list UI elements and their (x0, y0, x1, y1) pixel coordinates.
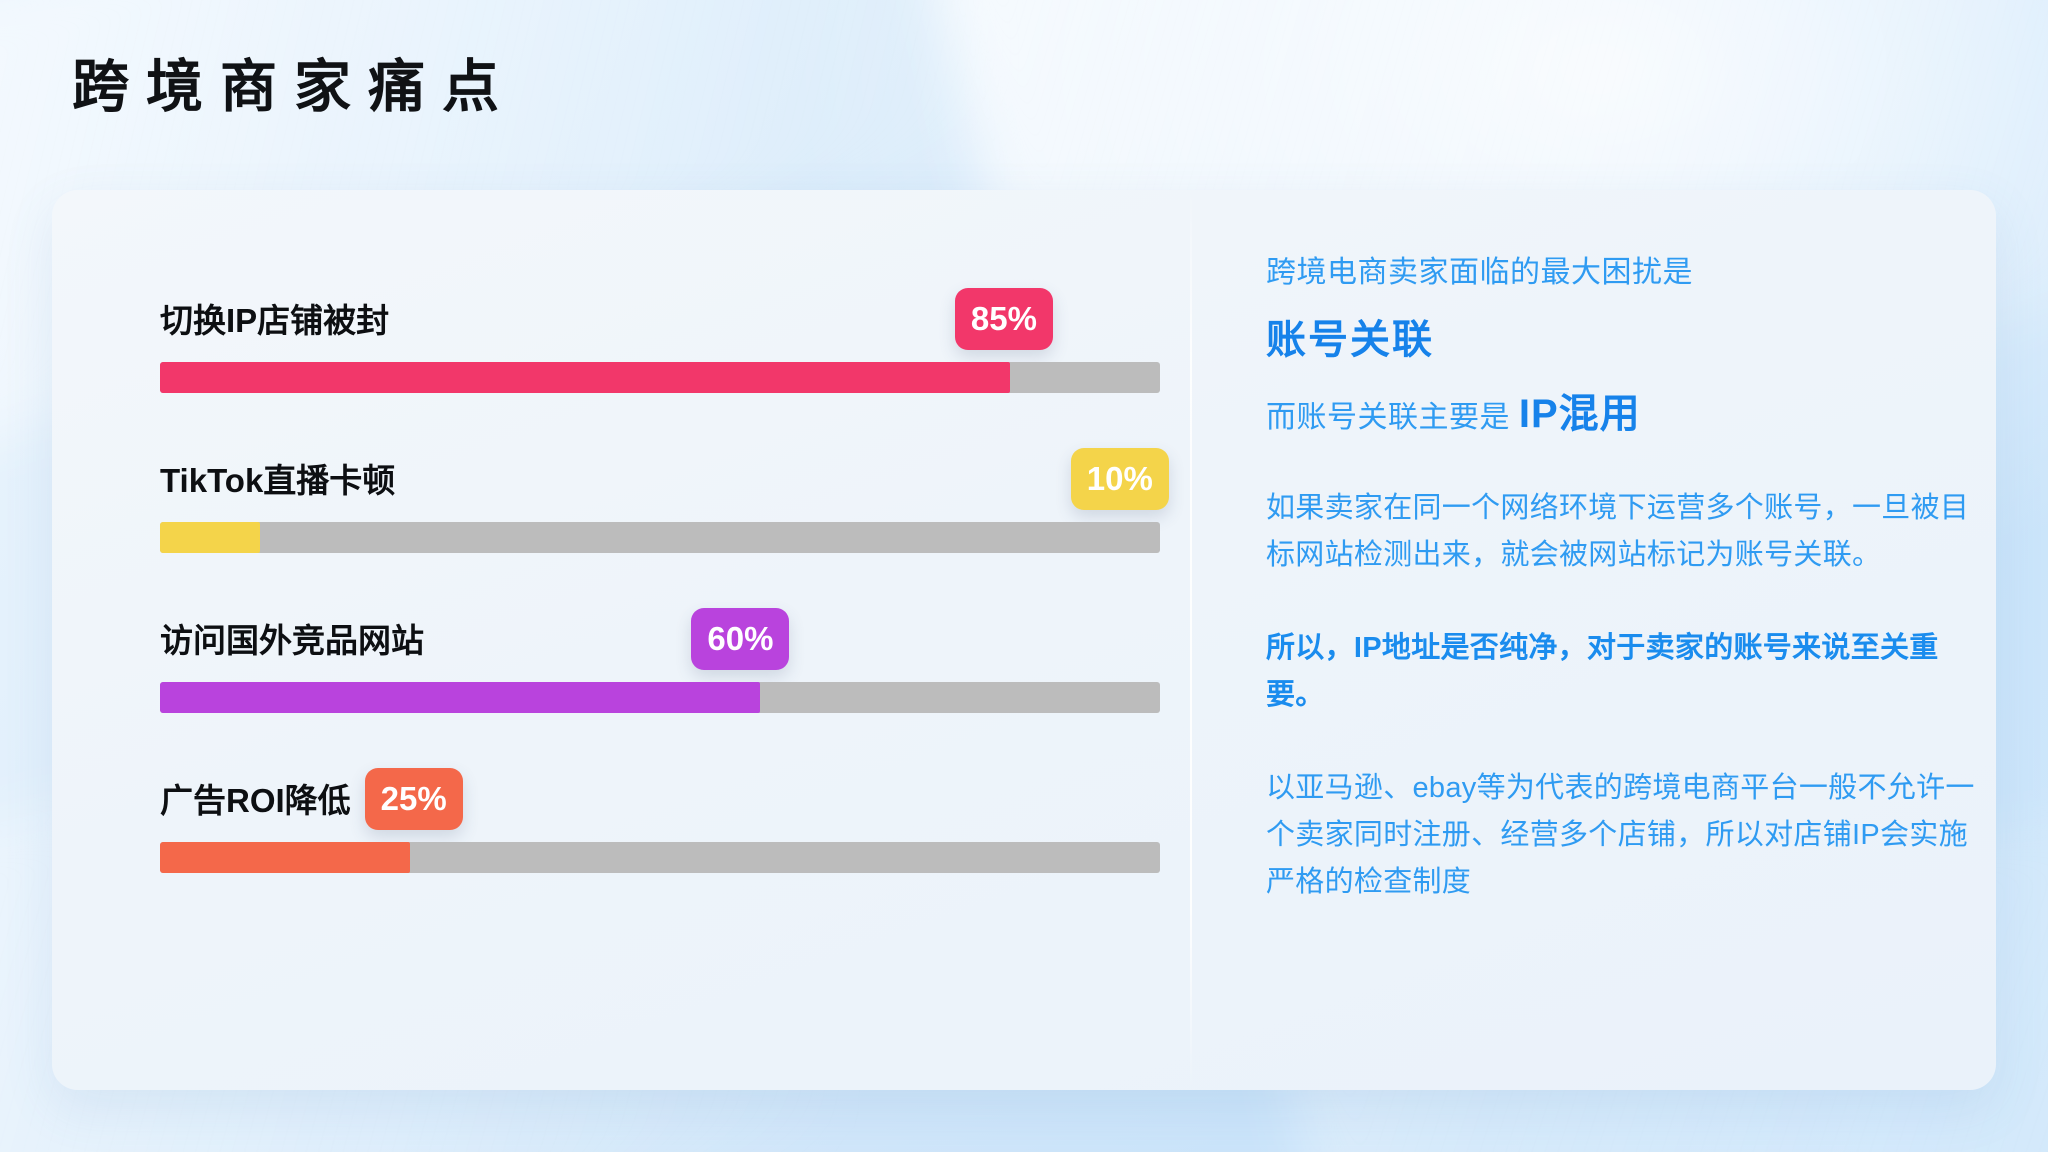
bar-value-badge: 25% (364, 768, 463, 830)
bar-value-badge: 85% (954, 288, 1053, 350)
bar-row: 切换IP店铺被封 85% (108, 266, 1162, 426)
bar-fill (160, 682, 760, 713)
explanation-panel: 跨境电商卖家面临的最大困扰是 账号关联 而账号关联主要是 IP混用 如果卖家在同… (1214, 190, 1996, 1090)
paragraph-platform-policy: 以亚马逊、ebay等为代表的跨境电商平台一般不允许一个卖家同时注册、经营多个店铺… (1266, 771, 1975, 898)
bar-header: 访问国外竞品网站 60% (108, 586, 1162, 678)
bar-value-badge: 10% (1070, 448, 1169, 510)
bar-header: 切换IP店铺被封 85% (108, 266, 1162, 358)
bar-fill (160, 362, 1010, 393)
lead-headline: 账号关联 (1266, 318, 1434, 362)
lead-line-3-prefix: 而账号关联主要是 (1266, 401, 1519, 434)
paragraph-ip-purity: 所以，IP地址是否纯净，对于卖家的账号来说至关重要。 (1266, 631, 1939, 711)
content-card: 切换IP店铺被封 85% TikTok直播卡顿 10% 访问国外竞品网站 (52, 190, 1996, 1090)
bar-value-badge: 60% (691, 608, 790, 670)
bar-label: 广告ROI降低 (160, 782, 351, 819)
bar-label: TikTok直播卡顿 (160, 462, 396, 499)
bar-row: 访问国外竞品网站 60% (108, 586, 1162, 746)
lead-line-3: 而账号关联主要是 IP混用 (1266, 381, 1988, 439)
bar-header: TikTok直播卡顿 10% (108, 426, 1169, 518)
lead-line-3-emphasis: IP混用 (1518, 392, 1641, 436)
bar-label: 访问国外竞品网站 (160, 622, 424, 659)
bar-track (160, 362, 1160, 393)
paragraph-account-association: 如果卖家在同一个网络环境下运营多个账号，一旦被目标网站检测出来，就会被网站标记为… (1266, 492, 1970, 571)
bar-track (160, 842, 1160, 873)
bar-fill (160, 842, 410, 873)
card-divider (1190, 190, 1192, 1090)
bar-row: TikTok直播卡顿 10% (108, 426, 1169, 586)
bar-track (160, 522, 1160, 553)
bar-fill (160, 522, 260, 553)
bar-chart: 切换IP店铺被封 85% TikTok直播卡顿 10% 访问国外竞品网站 (108, 266, 1169, 906)
bar-track (160, 682, 1160, 713)
bar-label: 切换IP店铺被封 (160, 302, 390, 339)
lead-line-1: 跨境电商卖家面临的最大困扰是 (1266, 256, 1693, 289)
bar-header: 广告ROI降低 25% (108, 746, 1162, 838)
page-title: 跨境商家痛点 (72, 55, 516, 119)
bar-row: 广告ROI降低 25% (108, 746, 1162, 906)
